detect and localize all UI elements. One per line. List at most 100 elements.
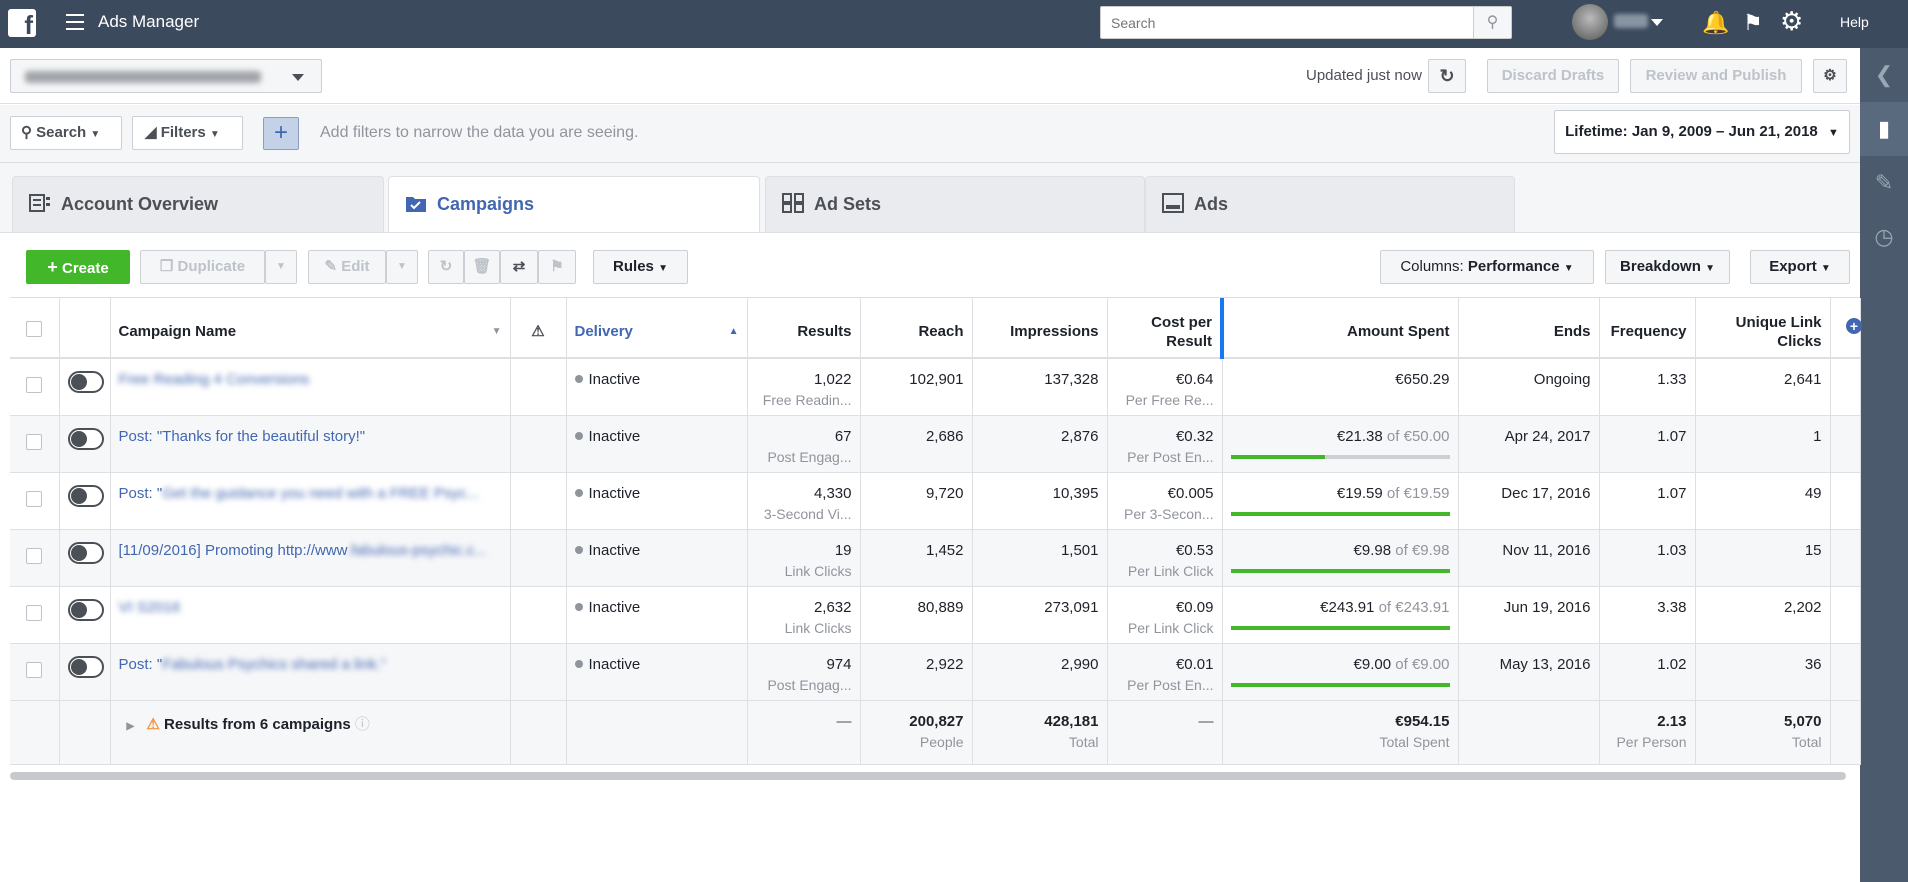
campaign-name-cell[interactable]: Post: "Get the guidance you need with a … — [110, 472, 511, 530]
column-amount-spent[interactable]: Amount Spent — [1222, 298, 1459, 359]
column-frequency[interactable]: Frequency — [1599, 298, 1696, 359]
spend-progress-fill — [1230, 454, 1325, 459]
edit-pencil-icon[interactable]: ✎ — [1874, 170, 1894, 195]
settings-gear-icon[interactable]: ⚙ — [1780, 6, 1804, 36]
select-all-checkbox[interactable] — [26, 321, 43, 337]
search-icon[interactable]: ⚲ — [1473, 7, 1511, 38]
table-row[interactable]: VI S2016 Inactive 2,632 Link Clicks 80,889 27… — [10, 586, 1861, 644]
row-checkbox[interactable] — [26, 604, 43, 621]
campaign-toggle[interactable] — [67, 541, 104, 564]
column-results[interactable]: Results — [747, 298, 861, 359]
totals-cell — [566, 700, 748, 765]
frequency-cell: 1.03 — [1599, 529, 1696, 587]
refresh-button[interactable]: ↻ — [1428, 59, 1466, 93]
refresh-icon[interactable]: ↻ — [428, 250, 464, 284]
row-checkbox[interactable] — [26, 377, 43, 393]
tab-ads[interactable]: Ads — [1145, 176, 1515, 233]
row-checkbox[interactable] — [26, 490, 43, 507]
campaign-toggle[interactable] — [67, 371, 104, 393]
help-link[interactable]: Help — [1840, 14, 1869, 30]
campaign-name-blurred[interactable]: Get the guidance you need with a FREE Ps… — [162, 484, 480, 502]
delete-trash-icon[interactable]: 🗑 — [464, 250, 500, 284]
reports-chart-icon[interactable]: ▮ — [1860, 102, 1908, 156]
column-ends[interactable]: Ends — [1458, 298, 1600, 359]
results-cell: 19 Link Clicks — [747, 529, 861, 587]
review-publish-button[interactable]: Review and Publish — [1630, 59, 1802, 93]
campaign-name[interactable]: [11/09/2016] Promoting http://www — [118, 541, 347, 559]
reach-cell: 1,452 — [860, 529, 973, 587]
campaign-name-blurred[interactable]: VI S2016 — [118, 598, 181, 616]
table-row[interactable]: Post: "Fabulous Psychics shared a link."… — [10, 643, 1861, 701]
column-delivery[interactable]: Delivery ▲ — [566, 298, 748, 359]
tab-account-overview[interactable]: Account Overview — [12, 176, 384, 233]
spend-progress-bar — [1230, 682, 1450, 687]
user-name-blurred[interactable] — [1614, 14, 1648, 28]
ab-test-icon[interactable]: ⇄ — [500, 250, 538, 284]
column-campaign-name[interactable]: Campaign Name ▼ — [110, 298, 511, 359]
tab-label: Ads — [1194, 194, 1229, 214]
duplicate-dropdown[interactable]: ▼ — [265, 250, 297, 284]
campaign-toggle[interactable] — [67, 427, 104, 450]
expand-arrow-icon[interactable]: ▶ — [126, 720, 135, 732]
column-cost-per-result[interactable]: Cost per Result — [1107, 298, 1224, 359]
row-checkbox[interactable] — [26, 547, 43, 564]
campaign-name-cell[interactable]: Post: "Fabulous Psychics shared a link." — [110, 643, 511, 701]
horizontal-scrollbar[interactable] — [10, 772, 1846, 780]
breakdown-button[interactable]: Breakdown ▼ — [1605, 250, 1730, 284]
campaign-toggle[interactable] — [67, 484, 104, 507]
filters-button[interactable]: ◢ Filters ▼ — [132, 116, 243, 150]
account-selector[interactable] — [10, 59, 322, 93]
campaign-toggle[interactable] — [67, 655, 104, 678]
campaign-name-cell[interactable]: VI S2016 — [110, 586, 511, 644]
info-icon[interactable]: ⓘ — [354, 715, 370, 733]
discard-drafts-button[interactable]: Discard Drafts — [1487, 59, 1619, 93]
campaign-name[interactable]: Post: " — [118, 484, 163, 502]
campaign-name-cell[interactable]: [11/09/2016] Promoting http://www.fabulo… — [110, 529, 511, 587]
avatar[interactable] — [1572, 4, 1608, 40]
table-row[interactable]: Free Reading 4 Conversions Inactive 1,022 F… — [10, 358, 1861, 416]
campaign-name-blurred[interactable]: Free Reading 4 Conversions — [118, 371, 310, 388]
chevron-down-icon[interactable]: ▼ — [491, 326, 502, 337]
tag-icon[interactable]: ⚑ — [538, 250, 576, 284]
duplicate-button[interactable]: ❐ Duplicate — [140, 250, 265, 284]
add-filter-button[interactable]: + — [263, 117, 299, 150]
edit-button[interactable]: ✎ Edit — [308, 250, 386, 284]
campaign-name-blurred[interactable]: .fabulous-psychic.c... — [346, 541, 487, 559]
row-checkbox[interactable] — [26, 433, 43, 450]
table-row[interactable]: [11/09/2016] Promoting http://www.fabulo… — [10, 529, 1861, 587]
tab-campaigns[interactable]: Campaigns — [388, 176, 760, 234]
row-checkbox[interactable] — [26, 661, 43, 678]
frequency-cell: 1.33 — [1599, 358, 1696, 416]
campaign-toggle[interactable] — [67, 598, 104, 621]
row-select-cell — [10, 415, 60, 473]
global-search-input[interactable] — [1101, 7, 1461, 38]
add-column-icon[interactable]: + — [1846, 318, 1862, 334]
column-impressions[interactable]: Impressions — [972, 298, 1108, 359]
select-all[interactable] — [10, 298, 60, 359]
column-unique-link-clicks[interactable]: Unique Link Clicks — [1695, 298, 1831, 359]
column-reach[interactable]: Reach — [860, 298, 973, 359]
campaign-name[interactable]: Post: " — [118, 655, 163, 673]
history-clock-icon[interactable]: ◷ — [1874, 224, 1894, 249]
tab-ad-sets[interactable]: Ad Sets — [765, 176, 1145, 233]
chevron-down-icon[interactable] — [1651, 19, 1663, 26]
notifications-bell-icon[interactable]: 🔔 — [1702, 10, 1730, 35]
menu-icon[interactable] — [66, 14, 84, 30]
date-range-picker[interactable]: Lifetime: Jan 9, 2009 – Jun 21, 2018 ▼ — [1554, 110, 1850, 154]
edit-dropdown[interactable]: ▼ — [386, 250, 418, 284]
settings-gear-icon[interactable]: ⚙ — [1813, 59, 1847, 93]
campaign-name[interactable]: Post: "Thanks for the beautiful story!" — [118, 427, 366, 445]
table-row[interactable]: Post: "Thanks for the beautiful story!" I… — [10, 415, 1861, 473]
rules-button[interactable]: Rules ▼ — [593, 250, 688, 284]
collapse-rail-icon[interactable]: ❮ — [1874, 62, 1894, 87]
flag-icon[interactable]: ⚑ — [1743, 10, 1763, 35]
export-button[interactable]: Export ▼ — [1750, 250, 1850, 284]
columns-button[interactable]: Columns: Performance ▼ — [1380, 250, 1594, 284]
campaign-name-cell[interactable]: Free Reading 4 Conversions — [110, 358, 511, 416]
facebook-logo-icon[interactable]: f — [8, 9, 36, 37]
campaign-name-cell[interactable]: Post: "Thanks for the beautiful story!" — [110, 415, 511, 473]
search-filter-button[interactable]: ⚲ Search ▼ — [10, 116, 122, 150]
campaign-name-blurred[interactable]: Fabulous Psychics shared a link." — [162, 655, 386, 673]
create-button[interactable]: + Create — [26, 250, 130, 284]
table-row[interactable]: Post: "Get the guidance you need with a … — [10, 472, 1861, 530]
